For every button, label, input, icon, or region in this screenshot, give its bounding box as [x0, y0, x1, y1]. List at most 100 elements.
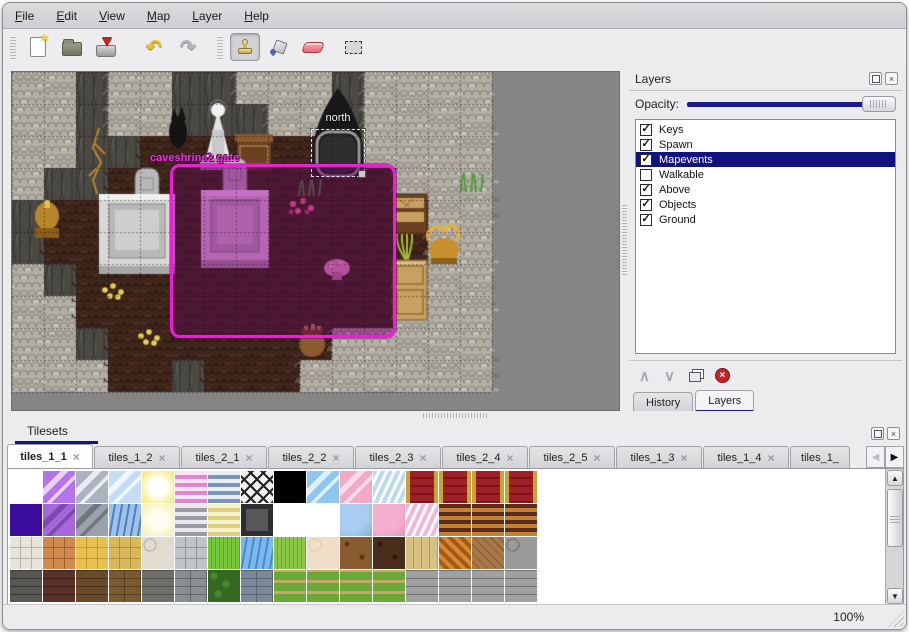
- palette-tile[interactable]: [208, 504, 240, 536]
- horizontal-splitter[interactable]: [3, 411, 906, 419]
- eraser-tool-button[interactable]: [298, 33, 328, 61]
- close-panel-icon[interactable]: ×: [885, 72, 898, 85]
- palette-tile[interactable]: [274, 537, 306, 569]
- close-tab-icon[interactable]: ×: [245, 450, 253, 465]
- palette-tile[interactable]: [505, 570, 537, 602]
- tileset-tab-tiles_2_2[interactable]: tiles_2_2 ×: [268, 446, 354, 468]
- palette-tile[interactable]: [109, 537, 141, 569]
- palette-tile[interactable]: [241, 504, 273, 536]
- palette-tile[interactable]: [10, 471, 42, 503]
- toolbar-grip[interactable]: [217, 35, 223, 59]
- palette-tile[interactable]: [373, 504, 405, 536]
- palette-tile[interactable]: [373, 570, 405, 602]
- menu-map[interactable]: Map: [146, 8, 171, 23]
- layer-row-above[interactable]: ✓ Above: [636, 182, 895, 197]
- tileset-tab-tiles_1_2[interactable]: tiles_1_2 ×: [94, 446, 180, 468]
- palette-tile[interactable]: [175, 537, 207, 569]
- palette-tile[interactable]: [175, 471, 207, 503]
- palette-tile[interactable]: [76, 537, 108, 569]
- close-tab-icon[interactable]: ×: [332, 450, 340, 465]
- checkbox-checked-icon[interactable]: ✓: [640, 213, 652, 226]
- new-file-button[interactable]: ✶: [23, 31, 53, 61]
- palette-tile[interactable]: [406, 471, 438, 503]
- palette-tile[interactable]: [307, 504, 339, 536]
- tileset-tab-tiles_1_3[interactable]: tiles_1_3 ×: [616, 446, 702, 468]
- tileset-tab-tiles_2_4[interactable]: tiles_2_4 ×: [442, 446, 528, 468]
- stamp-tool-button[interactable]: [230, 33, 260, 61]
- palette-scrollbar[interactable]: ▲ ▼: [885, 469, 903, 605]
- palette-tile[interactable]: [10, 537, 42, 569]
- layer-row-mapevents[interactable]: ✓ Mapevents: [636, 152, 895, 167]
- scroll-tabs-left-icon[interactable]: ◀: [866, 446, 885, 468]
- palette-tile[interactable]: [43, 537, 75, 569]
- dock-tab-layers[interactable]: Layers: [695, 390, 755, 413]
- palette-tile[interactable]: [142, 471, 174, 503]
- menu-file[interactable]: File: [15, 8, 35, 23]
- palette-tile[interactable]: [505, 537, 537, 569]
- palette-tile[interactable]: [340, 537, 372, 569]
- palette-tile[interactable]: [340, 471, 372, 503]
- close-tab-icon[interactable]: ×: [72, 449, 80, 464]
- toolbar-grip[interactable]: [10, 35, 16, 59]
- fill-tool-button[interactable]: [264, 33, 294, 61]
- palette-tile[interactable]: [43, 570, 75, 602]
- move-layer-up-button[interactable]: ∧: [639, 367, 650, 385]
- palette-tile[interactable]: [439, 504, 471, 536]
- map-canvas[interactable]: [12, 72, 619, 410]
- palette-tile[interactable]: [274, 570, 306, 602]
- layer-row-ground[interactable]: ✓ Ground: [636, 212, 895, 227]
- palette-tile[interactable]: [505, 504, 537, 536]
- palette-tile[interactable]: [274, 504, 306, 536]
- duplicate-layer-button[interactable]: [688, 372, 701, 382]
- dock-tab-history[interactable]: History: [633, 392, 694, 413]
- palette-tile[interactable]: [340, 504, 372, 536]
- palette-tile[interactable]: [373, 471, 405, 503]
- palette-tile[interactable]: [43, 471, 75, 503]
- palette-tile[interactable]: [241, 471, 273, 503]
- tile-palette[interactable]: ▲ ▼: [7, 468, 904, 606]
- palette-tile[interactable]: [241, 537, 273, 569]
- move-layer-down-button[interactable]: ∨: [663, 367, 675, 385]
- palette-tile[interactable]: [472, 504, 504, 536]
- palette-tile[interactable]: [142, 570, 174, 602]
- palette-tile[interactable]: [439, 471, 471, 503]
- palette-tile[interactable]: [10, 570, 42, 602]
- palette-tile[interactable]: [307, 471, 339, 503]
- palette-tile[interactable]: [208, 471, 240, 503]
- close-tab-icon[interactable]: ×: [593, 450, 601, 465]
- scroll-up-icon[interactable]: ▲: [887, 470, 903, 486]
- palette-tile[interactable]: [10, 504, 42, 536]
- close-tab-icon[interactable]: ×: [419, 450, 427, 465]
- palette-tile[interactable]: [307, 570, 339, 602]
- palette-tile[interactable]: [307, 537, 339, 569]
- tileset-tab-tiles_1_1[interactable]: tiles_1_1 ×: [7, 444, 93, 468]
- close-tab-icon[interactable]: ×: [767, 450, 775, 465]
- palette-tile[interactable]: [274, 471, 306, 503]
- palette-tile[interactable]: [142, 537, 174, 569]
- layer-row-walkable[interactable]: Walkable: [636, 167, 895, 182]
- checkbox-checked-icon[interactable]: ✓: [640, 138, 652, 151]
- palette-tile[interactable]: [76, 504, 108, 536]
- palette-tile[interactable]: [340, 570, 372, 602]
- palette-tile[interactable]: [109, 471, 141, 503]
- menu-help[interactable]: Help: [244, 8, 269, 23]
- palette-tile[interactable]: [406, 504, 438, 536]
- palette-tile[interactable]: [472, 471, 504, 503]
- layer-row-objects[interactable]: ✓ Objects: [636, 197, 895, 212]
- open-file-button[interactable]: [57, 33, 87, 61]
- tileset-tab-tiles_1_[interactable]: tiles_1_: [790, 446, 850, 468]
- tileset-tab-tiles_1_4[interactable]: tiles_1_4 ×: [703, 446, 789, 468]
- redo-button[interactable]: ↷: [173, 33, 203, 61]
- palette-tile[interactable]: [109, 570, 141, 602]
- palette-tile[interactable]: [175, 570, 207, 602]
- palette-tile[interactable]: [175, 504, 207, 536]
- menu-layer[interactable]: Layer: [192, 8, 223, 23]
- palette-tile[interactable]: [109, 504, 141, 536]
- tileset-tab-tiles_2_5[interactable]: tiles_2_5 ×: [529, 446, 615, 468]
- menu-view[interactable]: View: [99, 8, 125, 23]
- palette-tile[interactable]: [43, 504, 75, 536]
- palette-tile[interactable]: [505, 471, 537, 503]
- palette-tile[interactable]: [373, 537, 405, 569]
- select-tool-button[interactable]: [338, 33, 368, 61]
- palette-tile[interactable]: [439, 537, 471, 569]
